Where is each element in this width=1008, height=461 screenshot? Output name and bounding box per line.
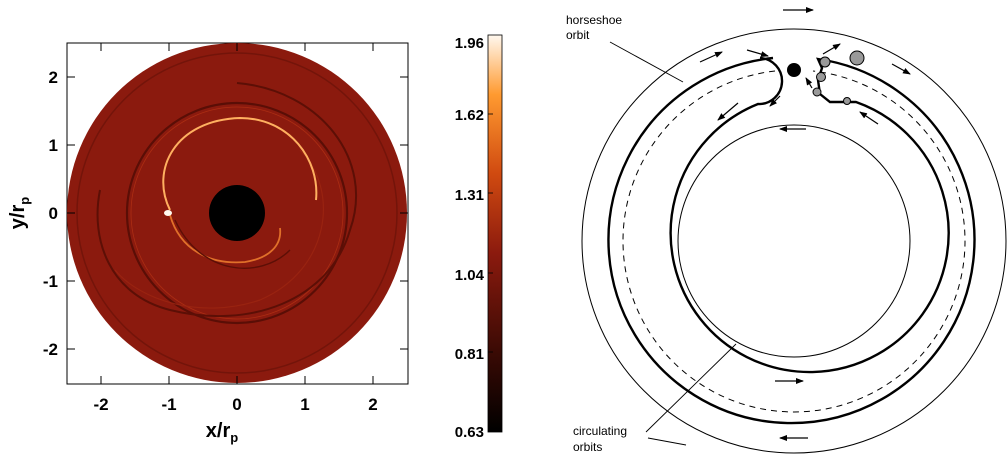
leader-circulating-inner <box>645 343 737 433</box>
arrow-near-planet-left <box>769 95 781 107</box>
spiral-wake-inner <box>114 149 324 309</box>
colorbar-label: 1.04 <box>455 267 485 284</box>
label-circulating: circulating <box>573 424 627 438</box>
spiral-arm-trail-outer <box>174 219 291 269</box>
x-ticks <box>100 43 374 384</box>
spiral-arm-bright <box>162 116 318 211</box>
colorbar-label: 0.63 <box>455 424 484 441</box>
y-tick-label: 2 <box>49 68 58 87</box>
colorbar-label: 1.31 <box>455 187 484 204</box>
planet-hotspot <box>164 210 172 216</box>
arrow-horseshoe-left-upper <box>699 51 723 63</box>
y-axis-title: y/rp <box>7 197 32 229</box>
y-tick-label: 0 <box>49 204 58 223</box>
ring-mid <box>125 101 349 325</box>
arrow-horseshoe-right-lower <box>859 111 879 125</box>
arrow-horseshoe-right-upper <box>822 43 841 55</box>
y-ticks <box>67 76 408 350</box>
colorbar-label: 1.96 <box>455 35 484 52</box>
particle <box>843 97 851 105</box>
colorbar-label: 0.81 <box>455 346 484 363</box>
label-horseshoe: horseshoe <box>566 13 622 27</box>
x-tick-label: 2 <box>368 395 377 414</box>
x-axis-title: x/rp <box>206 420 238 445</box>
inner-circulating-orbit <box>677 124 911 358</box>
planet <box>787 63 801 77</box>
particle <box>849 50 865 66</box>
ring-outer <box>76 52 398 374</box>
leader-circulating-outer <box>647 437 687 446</box>
arrow-horseshoe-left-lower <box>717 102 739 121</box>
y-tick-label: -2 <box>43 340 58 359</box>
corotation-circle <box>622 70 966 413</box>
star-hole <box>209 185 265 241</box>
leader-horseshoe <box>609 41 684 83</box>
spiral-wake-outer <box>96 82 357 318</box>
horseshoe-orbit <box>607 56 976 425</box>
colorbar: 1.96 1.62 1.31 1.04 0.81 0.63 <box>455 34 503 441</box>
orbit-schematic <box>581 7 1007 454</box>
outer-circulating-orbit <box>581 28 1007 454</box>
spiral-arm-trail <box>169 214 281 264</box>
colorbar-gradient <box>487 34 503 433</box>
label-circulating-orbits: orbits <box>573 440 602 454</box>
colorbar-label: 1.62 <box>455 107 484 124</box>
x-tick-label: 1 <box>300 395 309 414</box>
ring-mid2 <box>130 106 344 320</box>
label-horseshoe-orbit: orbit <box>566 28 590 42</box>
x-tick-label: -2 <box>93 395 108 414</box>
arrow-near-planet-right <box>805 77 813 89</box>
x-tick-label: 0 <box>232 395 241 414</box>
particle <box>812 87 822 97</box>
arrow-horseshoe-right-outer <box>891 63 911 75</box>
y-tick-label: -1 <box>43 272 58 291</box>
density-map-panel: -2 -1 0 1 2 2 1 0 -1 -2 x/rp y/rp <box>7 42 409 445</box>
particle <box>816 72 826 82</box>
y-tick-label: 1 <box>49 136 58 155</box>
arrow-horseshoe-left-mid <box>746 49 769 57</box>
particle <box>819 56 831 68</box>
x-tick-label: -1 <box>161 395 176 414</box>
